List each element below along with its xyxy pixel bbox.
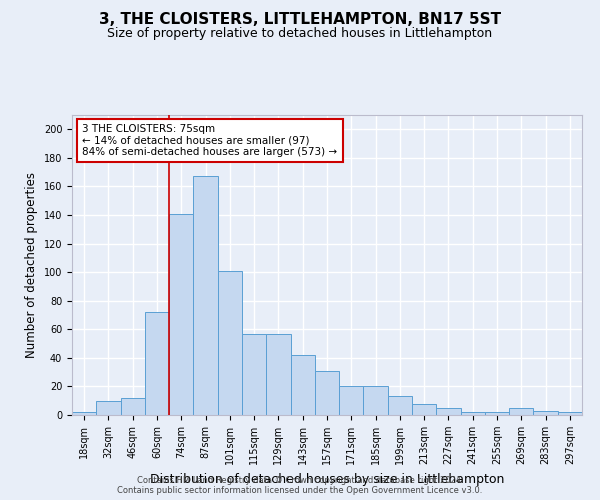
- Bar: [558, 412, 582, 415]
- Bar: [533, 410, 558, 415]
- Bar: [290, 355, 315, 415]
- Bar: [339, 386, 364, 415]
- Bar: [485, 412, 509, 415]
- Bar: [72, 412, 96, 415]
- X-axis label: Distribution of detached houses by size in Littlehampton: Distribution of detached houses by size …: [150, 472, 504, 486]
- Bar: [436, 408, 461, 415]
- Bar: [96, 400, 121, 415]
- Text: 3, THE CLOISTERS, LITTLEHAMPTON, BN17 5ST: 3, THE CLOISTERS, LITTLEHAMPTON, BN17 5S…: [99, 12, 501, 28]
- Bar: [364, 386, 388, 415]
- Bar: [461, 412, 485, 415]
- Bar: [121, 398, 145, 415]
- Text: Contains HM Land Registry data © Crown copyright and database right 2024.
Contai: Contains HM Land Registry data © Crown c…: [118, 476, 482, 495]
- Bar: [145, 312, 169, 415]
- Bar: [218, 270, 242, 415]
- Bar: [388, 396, 412, 415]
- Bar: [412, 404, 436, 415]
- Bar: [242, 334, 266, 415]
- Bar: [266, 334, 290, 415]
- Bar: [169, 214, 193, 415]
- Bar: [509, 408, 533, 415]
- Bar: [315, 370, 339, 415]
- Bar: [193, 176, 218, 415]
- Text: 3 THE CLOISTERS: 75sqm
← 14% of detached houses are smaller (97)
84% of semi-det: 3 THE CLOISTERS: 75sqm ← 14% of detached…: [82, 124, 337, 157]
- Y-axis label: Number of detached properties: Number of detached properties: [25, 172, 38, 358]
- Text: Size of property relative to detached houses in Littlehampton: Size of property relative to detached ho…: [107, 28, 493, 40]
